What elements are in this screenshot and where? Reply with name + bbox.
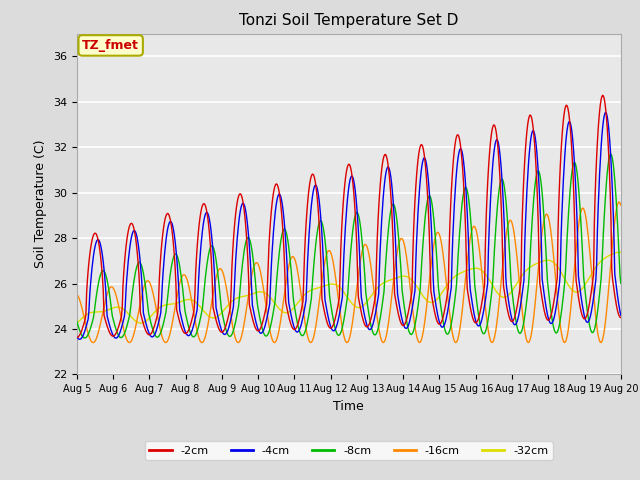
Legend: -2cm, -4cm, -8cm, -16cm, -32cm: -2cm, -4cm, -8cm, -16cm, -32cm [145,441,553,460]
Y-axis label: Soil Temperature (C): Soil Temperature (C) [35,140,47,268]
Title: Tonzi Soil Temperature Set D: Tonzi Soil Temperature Set D [239,13,458,28]
Text: TZ_fmet: TZ_fmet [82,39,139,52]
X-axis label: Time: Time [333,400,364,413]
